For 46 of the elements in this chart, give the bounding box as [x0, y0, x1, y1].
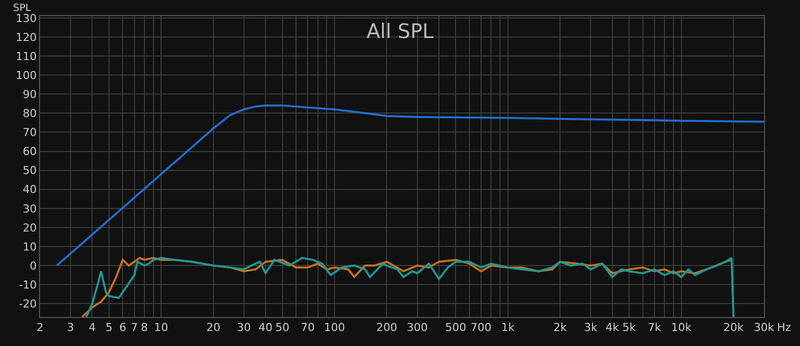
- x-tick-label: 7k: [648, 321, 662, 334]
- x-tick-label: 300: [406, 321, 428, 334]
- chart-title: All SPL: [366, 19, 434, 44]
- x-tick-label: 3k: [584, 321, 598, 334]
- y-tick-label: 20: [22, 221, 37, 234]
- x-tick-label: 2k: [553, 321, 568, 334]
- x-tick-label: 200: [376, 321, 398, 334]
- y-tick-label: 120: [16, 30, 37, 44]
- y-tick-label: 60: [22, 145, 37, 158]
- x-tick-label: 30k: [754, 321, 775, 334]
- y-tick-label: 50: [22, 164, 37, 178]
- x-tick-label: 50: [275, 321, 290, 334]
- x-tick-label: 700: [470, 321, 492, 334]
- x-tick-label: 20k: [723, 321, 744, 334]
- y-tick-label: 90: [22, 88, 37, 101]
- x-tick-label: 30: [236, 321, 251, 334]
- x-tick-label: 5: [105, 321, 112, 334]
- x-axis-title: Hz: [777, 321, 792, 334]
- x-tick-label: 1k: [501, 321, 516, 334]
- y-tick-label: -20: [18, 298, 37, 311]
- y-tick-label: 130: [16, 12, 37, 25]
- y-tick-label: 80: [22, 107, 37, 120]
- y-tick-label: 10: [22, 240, 37, 254]
- y-tick-label: 0: [30, 259, 37, 272]
- x-tick-label: 10: [154, 321, 168, 334]
- x-tick-label: 4: [88, 321, 96, 334]
- y-tick-label: -10: [18, 278, 37, 292]
- x-tick-label: 5k: [622, 321, 636, 334]
- x-tick-label: 20: [206, 321, 220, 334]
- x-tick-label: 2: [36, 321, 44, 334]
- y-tick-label: 100: [16, 68, 37, 82]
- y-tick-label: 40: [22, 183, 37, 196]
- y-tick-label: 70: [22, 126, 37, 140]
- x-tick-label: 100: [324, 321, 346, 334]
- x-tick-label: 7: [130, 321, 138, 334]
- x-tick-label: 6: [119, 321, 126, 334]
- x-tick-label: 40: [258, 321, 273, 334]
- x-tick-label: 500: [445, 321, 466, 334]
- y-axis-title: SPL: [13, 3, 32, 14]
- x-tick-label: 3: [67, 321, 74, 334]
- y-tick-label: 30: [22, 202, 37, 216]
- x-tick-label: 8: [140, 321, 148, 334]
- x-tick-label: 10k: [671, 321, 692, 334]
- y-tick-label: 110: [16, 50, 37, 63]
- x-tick-label: 4k: [606, 321, 620, 334]
- x-tick-label: 70: [300, 321, 315, 334]
